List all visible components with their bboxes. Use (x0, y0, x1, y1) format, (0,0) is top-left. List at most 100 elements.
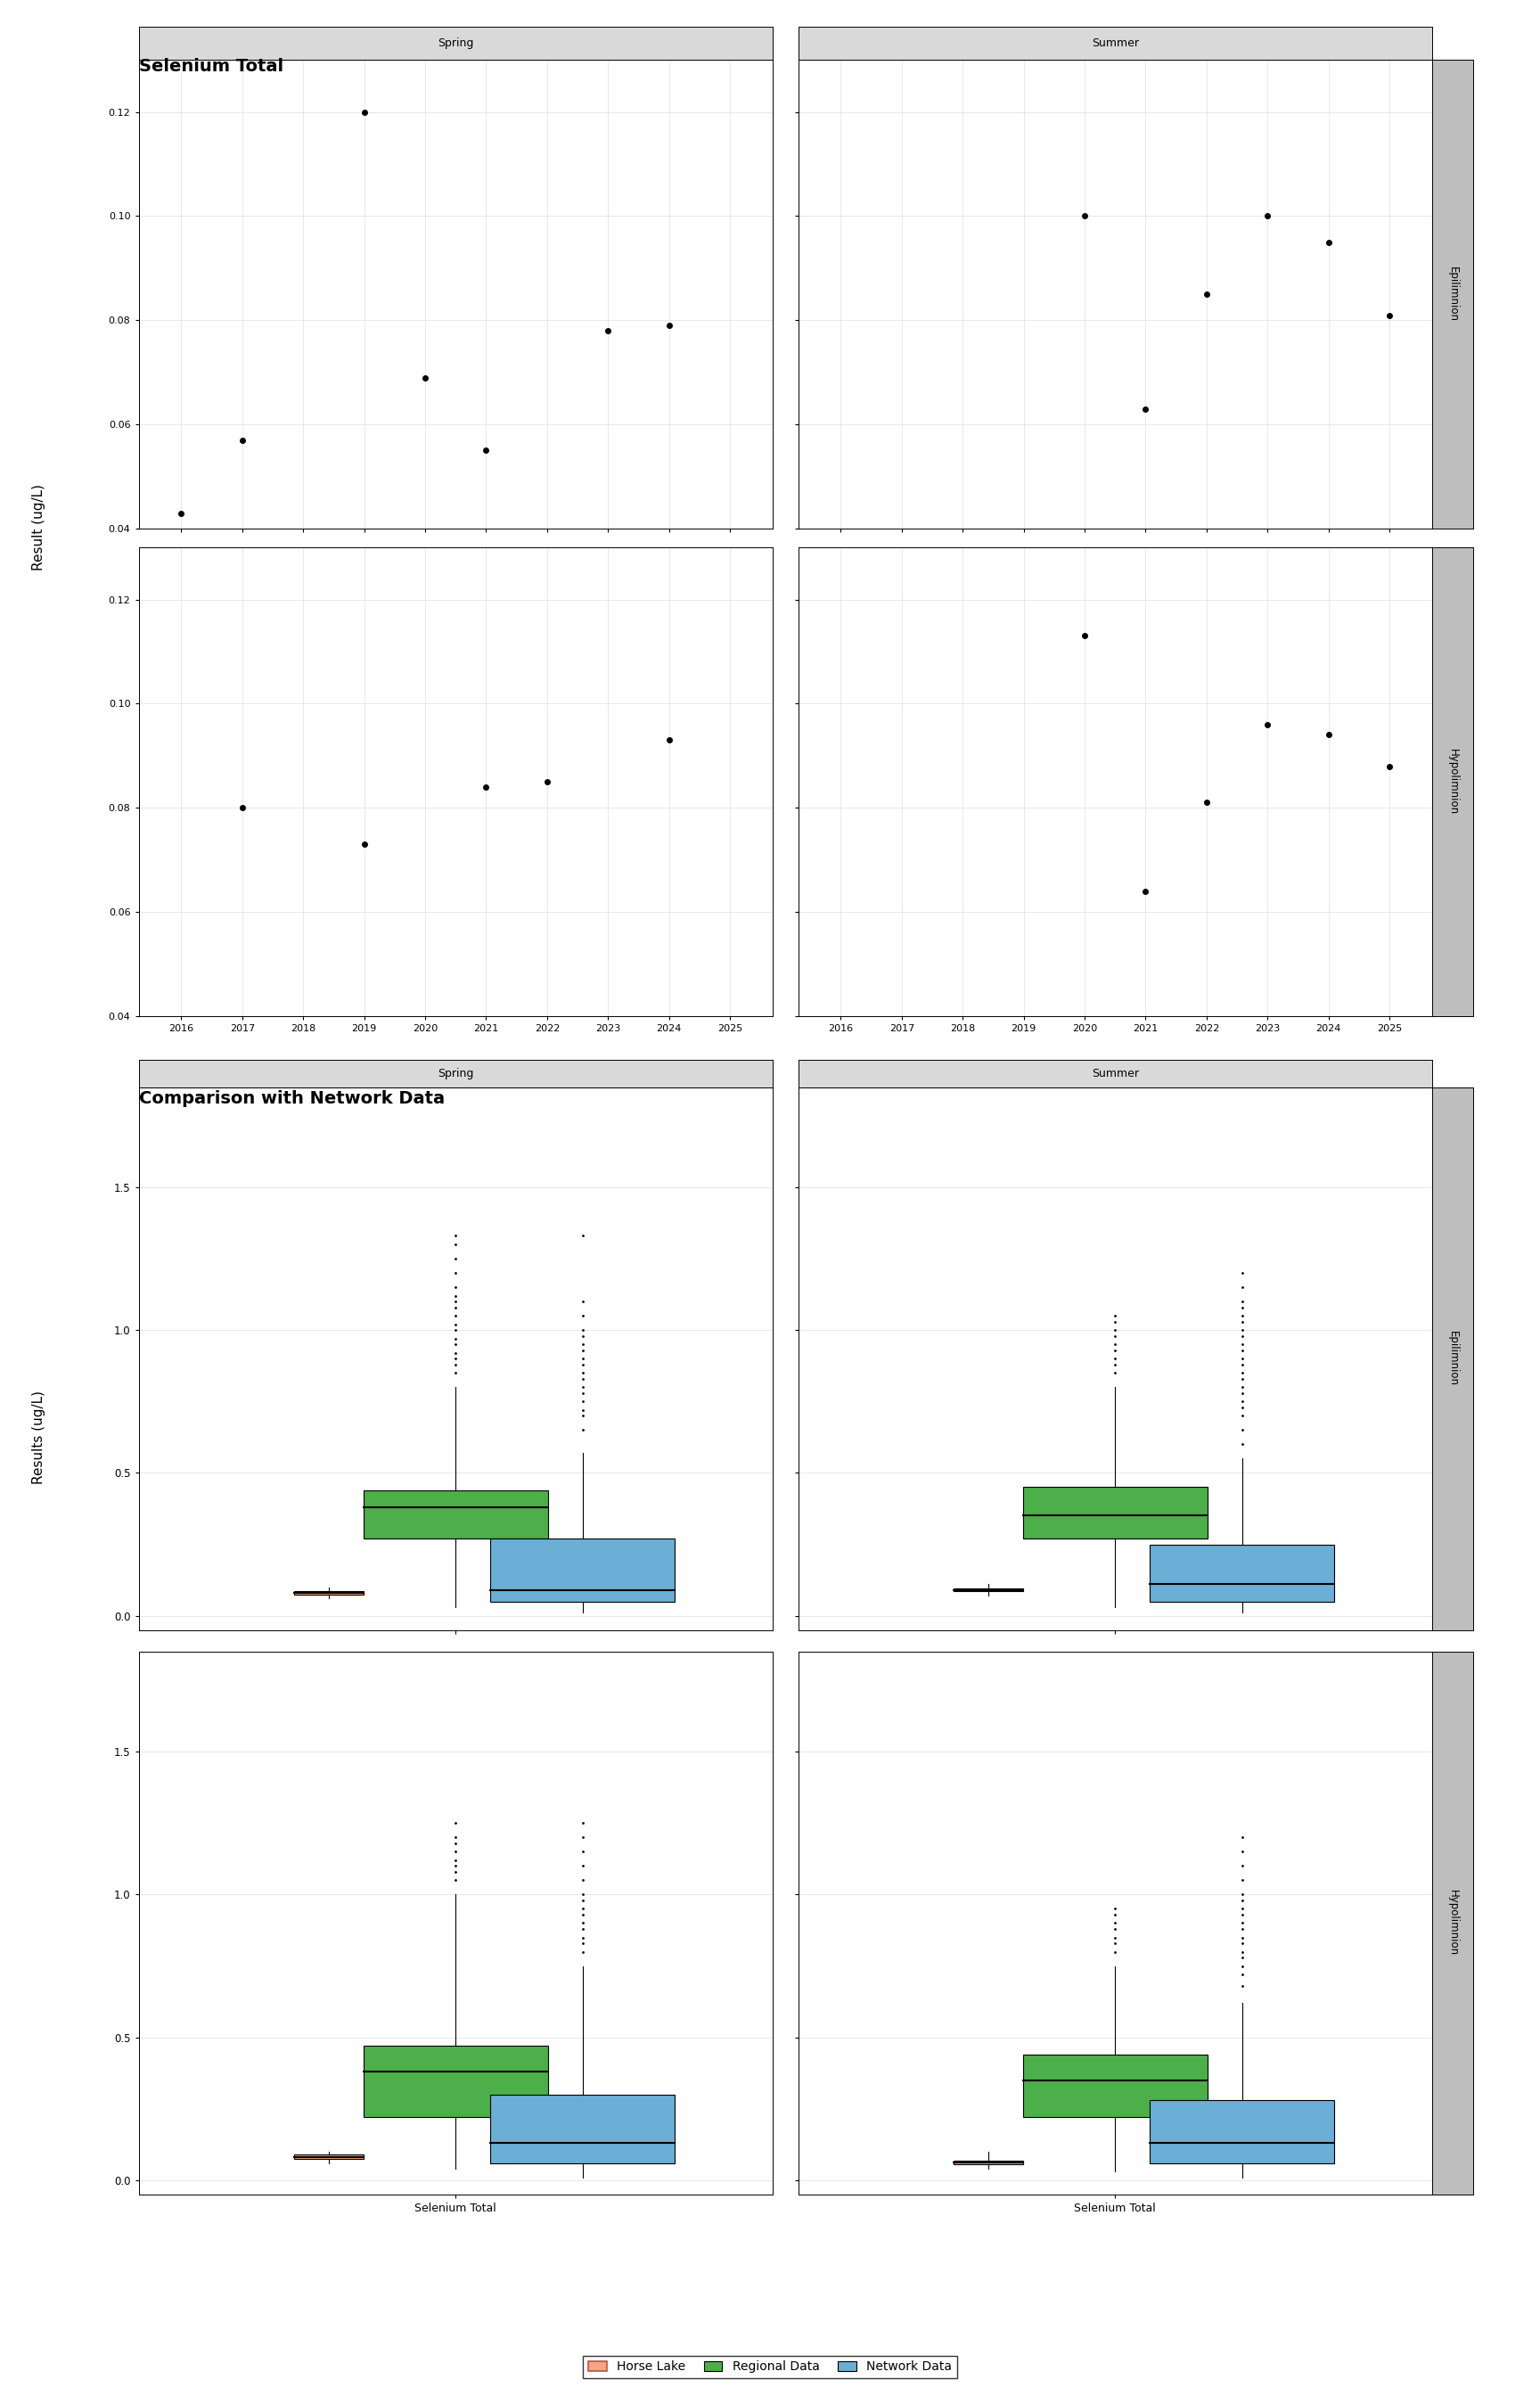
Point (444, 1253, 468, 1291)
Point (1229, 1905, 1254, 1943)
Bar (363, 2046, 548, 2118)
Point (570, 1876, 594, 1914)
Point (570, 1397, 594, 1435)
Point (413, 359, 437, 398)
Point (444, 1289, 468, 1327)
Point (1229, 1862, 1254, 1900)
Point (1103, 1934, 1127, 1972)
Point (1103, 1919, 1127, 1958)
Bar (490, 2094, 675, 2164)
Text: Results (ug/L): Results (ug/L) (32, 1390, 45, 1486)
Point (1103, 1311, 1127, 1349)
Point (570, 1910, 594, 1948)
Point (1103, 1330, 1127, 1368)
Point (1229, 1938, 1254, 1977)
Bar (953, 1589, 1023, 1591)
Point (444, 1267, 468, 1306)
Point (1103, 1905, 1127, 1943)
Point (570, 1359, 594, 1397)
Point (444, 1804, 468, 1843)
Point (1229, 1344, 1254, 1382)
Point (570, 1368, 594, 1406)
Point (1229, 1330, 1254, 1368)
Point (444, 1823, 468, 1862)
Point (1229, 1387, 1254, 1426)
Point (1377, 297, 1401, 335)
Point (570, 1354, 594, 1392)
Point (1072, 616, 1096, 654)
Point (1229, 1318, 1254, 1356)
Point (1229, 1910, 1254, 1948)
Point (444, 1224, 468, 1263)
Point (1229, 1253, 1254, 1291)
Point (444, 1354, 468, 1392)
Point (570, 1890, 594, 1929)
Point (351, 824, 376, 863)
Point (1229, 1397, 1254, 1435)
Point (570, 1847, 594, 1886)
Point (1229, 1303, 1254, 1342)
Point (570, 1905, 594, 1943)
Point (570, 1282, 594, 1320)
Point (444, 1311, 468, 1349)
Point (444, 1862, 468, 1900)
Point (1229, 1967, 1254, 2005)
Point (1103, 1303, 1127, 1342)
Text: Result (ug/L): Result (ug/L) (32, 484, 45, 570)
Point (444, 1277, 468, 1315)
Text: Comparison with Network Data: Comparison with Network Data (139, 1090, 445, 1107)
Point (1195, 276, 1220, 314)
Point (1229, 1881, 1254, 1919)
Point (570, 1373, 594, 1411)
Point (570, 1934, 594, 1972)
Point (1229, 1411, 1254, 1450)
Point (570, 1217, 594, 1256)
Point (444, 1847, 468, 1886)
Point (1229, 1382, 1254, 1421)
Point (1229, 1833, 1254, 1871)
Point (444, 1335, 468, 1373)
Point (1133, 872, 1158, 910)
Point (570, 1318, 594, 1356)
Point (1229, 1267, 1254, 1306)
Point (1103, 1339, 1127, 1378)
Point (570, 1819, 594, 1857)
Point (1229, 1311, 1254, 1349)
Point (534, 762, 559, 800)
Bar (1023, 1488, 1207, 1538)
Point (351, 93, 376, 132)
Point (570, 1833, 594, 1871)
Point (570, 1330, 594, 1368)
Bar (294, 2154, 363, 2159)
Point (444, 1306, 468, 1344)
Text: Selenium Total: Selenium Total (139, 58, 283, 74)
Point (1317, 223, 1341, 261)
Point (444, 1339, 468, 1378)
Point (570, 1392, 594, 1430)
Point (1229, 1359, 1254, 1397)
Point (444, 1852, 468, 1890)
Point (1229, 1819, 1254, 1857)
Bar (953, 2161, 1023, 2164)
Point (1229, 1948, 1254, 1986)
Point (229, 422, 254, 460)
Point (656, 307, 681, 345)
Point (1103, 1924, 1127, 1962)
Point (169, 494, 194, 532)
Point (1229, 1354, 1254, 1392)
Point (1229, 1426, 1254, 1464)
Point (1229, 1373, 1254, 1411)
Point (1103, 1344, 1127, 1382)
Point (1229, 1895, 1254, 1934)
Point (596, 311, 621, 350)
Point (1229, 1325, 1254, 1363)
Bar (294, 1591, 363, 1593)
Point (1133, 391, 1158, 429)
Bar (363, 1490, 548, 1538)
Point (570, 1924, 594, 1962)
Point (1103, 1354, 1127, 1392)
Point (1229, 1955, 1254, 1993)
Point (1103, 1296, 1127, 1335)
Point (1103, 1325, 1127, 1363)
Bar (1023, 2053, 1207, 2118)
